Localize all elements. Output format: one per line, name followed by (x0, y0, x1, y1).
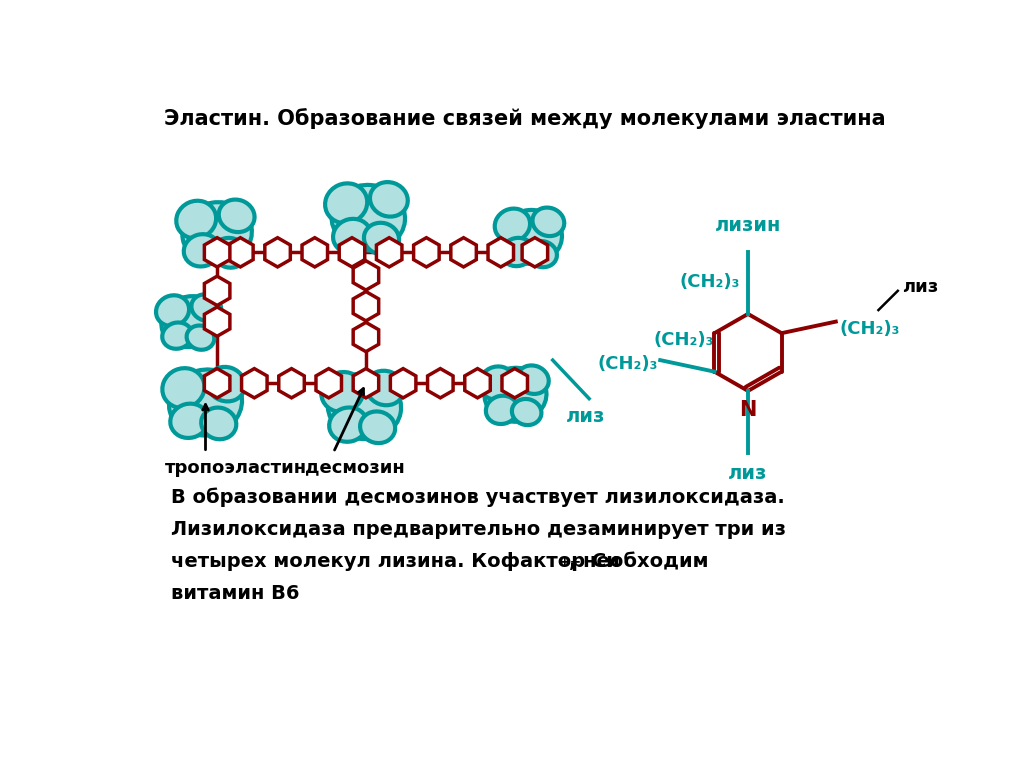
Ellipse shape (517, 366, 549, 394)
Text: (CH₂)₃: (CH₂)₃ (680, 273, 740, 290)
Polygon shape (302, 237, 328, 267)
Polygon shape (353, 292, 379, 321)
Ellipse shape (500, 210, 562, 264)
Ellipse shape (182, 202, 252, 264)
Polygon shape (242, 369, 267, 398)
Text: (CH₂)₃: (CH₂)₃ (598, 355, 658, 373)
Ellipse shape (329, 408, 368, 442)
Text: Лизилоксидаза предварительно дезаминирует три из: Лизилоксидаза предварительно дезаминируе… (171, 519, 785, 538)
Ellipse shape (527, 241, 557, 267)
Ellipse shape (162, 323, 193, 349)
Polygon shape (377, 237, 402, 267)
Polygon shape (353, 323, 379, 352)
Polygon shape (488, 237, 513, 267)
Polygon shape (428, 369, 453, 398)
Ellipse shape (176, 200, 216, 238)
Ellipse shape (366, 371, 403, 406)
Ellipse shape (183, 234, 220, 266)
Text: ++: ++ (558, 555, 582, 569)
Text: лизин: лизин (715, 217, 781, 235)
Ellipse shape (479, 366, 515, 399)
Text: , необходим: , необходим (569, 552, 709, 571)
Polygon shape (390, 369, 416, 398)
Ellipse shape (485, 396, 518, 424)
Ellipse shape (512, 399, 542, 425)
Text: витамин В6: витамин В6 (171, 584, 299, 603)
Text: В образовании десмозинов участвует лизилоксидаза.: В образовании десмозинов участвует лизил… (171, 487, 784, 507)
Text: лиз: лиз (728, 464, 768, 483)
Ellipse shape (370, 182, 408, 217)
Ellipse shape (162, 296, 219, 347)
Polygon shape (227, 237, 253, 267)
Polygon shape (205, 237, 229, 267)
Polygon shape (339, 237, 365, 267)
Ellipse shape (213, 238, 247, 268)
Ellipse shape (191, 294, 221, 321)
Ellipse shape (156, 295, 189, 326)
Ellipse shape (207, 367, 245, 402)
Ellipse shape (201, 408, 237, 439)
Text: (CH₂)₃: (CH₂)₃ (840, 320, 900, 339)
Ellipse shape (495, 209, 530, 242)
Ellipse shape (169, 369, 242, 435)
Text: (CH₂)₃: (CH₂)₃ (653, 330, 714, 349)
Ellipse shape (186, 326, 214, 349)
Text: N: N (739, 400, 757, 420)
Ellipse shape (322, 372, 364, 412)
Polygon shape (265, 237, 291, 267)
Ellipse shape (325, 184, 368, 223)
Polygon shape (522, 237, 548, 267)
Ellipse shape (328, 373, 401, 439)
Polygon shape (502, 369, 527, 398)
Ellipse shape (532, 207, 564, 236)
Ellipse shape (364, 223, 399, 254)
Ellipse shape (219, 200, 255, 232)
Ellipse shape (332, 185, 406, 250)
Ellipse shape (360, 412, 395, 443)
Text: Эластин. Образование связей между молекулами эластина: Эластин. Образование связей между молеку… (164, 108, 886, 128)
Polygon shape (353, 261, 379, 290)
Polygon shape (205, 307, 229, 336)
Polygon shape (451, 237, 476, 267)
Polygon shape (353, 369, 379, 398)
Text: лиз: лиз (565, 407, 605, 425)
Polygon shape (279, 369, 304, 398)
Ellipse shape (170, 404, 208, 438)
Polygon shape (316, 369, 341, 398)
Text: четырех молекул лизина. Кофактор Си: четырех молекул лизина. Кофактор Си (171, 552, 620, 571)
Polygon shape (465, 369, 490, 398)
Polygon shape (205, 369, 229, 398)
Ellipse shape (484, 368, 547, 422)
Ellipse shape (502, 238, 534, 266)
Text: десмозин: десмозин (305, 458, 404, 477)
Ellipse shape (163, 368, 205, 408)
Polygon shape (205, 276, 229, 306)
Ellipse shape (333, 219, 371, 253)
Text: лиз: лиз (902, 278, 938, 296)
Polygon shape (414, 237, 439, 267)
Text: тропоэластин: тропоэластин (165, 458, 307, 477)
